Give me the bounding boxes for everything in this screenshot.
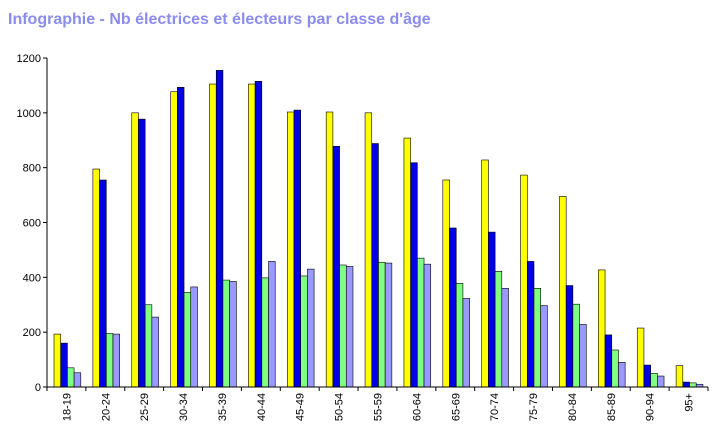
bar-25-29-series-2: [138, 118, 146, 388]
bar-60-64-series-3: [417, 257, 425, 388]
bar-75-79-series-2: [526, 261, 535, 388]
x-tick-label: 40-44: [256, 393, 268, 421]
y-tick-label: 800: [23, 163, 41, 175]
bar-95+-series-3: [689, 382, 697, 388]
bar-35-39-series-3: [222, 279, 230, 388]
bar-18-19-series-3: [67, 367, 75, 388]
x-tick-label: 70-74: [489, 393, 501, 421]
bar-50-54-series-2: [332, 145, 340, 388]
bar-80-84-series-1: [559, 196, 567, 388]
bar-80-84-series-4: [579, 324, 587, 388]
x-tick-label: 30-34: [178, 393, 190, 421]
x-tick-label: 50-54: [334, 393, 346, 421]
bar-70-74-series-1: [481, 159, 489, 388]
bar-40-44-series-4: [268, 261, 276, 388]
bar-35-39-series-4: [229, 281, 237, 388]
x-tick-label: 85-89: [606, 393, 618, 421]
y-tick-label: 400: [23, 272, 41, 284]
bar-55-59-series-4: [384, 262, 393, 388]
bar-30-34-series-2: [177, 87, 185, 388]
bar-85-89-series-3: [611, 349, 619, 388]
bar-70-74-series-2: [488, 231, 496, 388]
bar-50-54-series-1: [325, 111, 334, 388]
bar-25-29-series-3: [144, 304, 153, 388]
bar-55-59-series-1: [364, 112, 373, 388]
bar-75-79-series-3: [533, 287, 541, 388]
bar-65-69-series-2: [449, 227, 457, 388]
bar-30-34-series-3: [183, 292, 192, 388]
y-tick-label: 0: [35, 382, 41, 394]
bar-60-64-series-2: [410, 162, 418, 388]
bar-70-74-series-3: [494, 270, 503, 388]
bar-55-59-series-3: [378, 261, 386, 388]
x-tick-label: 95+: [684, 393, 696, 412]
bar-65-69-series-1: [442, 179, 450, 388]
bar-85-89-series-2: [604, 334, 613, 388]
bar-65-69-series-4: [462, 298, 470, 388]
bar-20-24-series-3: [105, 333, 114, 388]
bar-90-94-series-3: [650, 372, 658, 388]
bar-45-49-series-4: [307, 268, 315, 388]
x-tick-label: 25-29: [139, 393, 151, 421]
bar-30-34-series-4: [190, 286, 198, 388]
bar-85-89-series-4: [618, 362, 626, 388]
y-tick-label: 1000: [17, 108, 41, 120]
bar-18-19-series-2: [60, 342, 68, 388]
bar-75-79-series-4: [540, 305, 548, 388]
bar-45-49-series-3: [300, 275, 308, 388]
x-tick-label: 60-64: [411, 393, 423, 421]
x-tick-label: 35-39: [217, 393, 229, 421]
x-tick-label: 75-79: [528, 393, 540, 421]
bar-95+-series-1: [675, 365, 684, 388]
bar-35-39-series-2: [215, 70, 224, 388]
bar-18-19-series-1: [53, 333, 61, 388]
bar-40-44-series-2: [254, 81, 263, 388]
x-tick-label: 20-24: [100, 393, 112, 421]
x-tick-label: 18-19: [61, 393, 73, 421]
bar-50-54-series-3: [339, 264, 347, 388]
bar-25-29-series-4: [151, 316, 159, 388]
bar-70-74-series-4: [501, 287, 509, 388]
y-tick-label: 600: [23, 218, 41, 230]
x-tick-label: 55-59: [373, 393, 385, 421]
x-tick-label: 90-94: [645, 393, 657, 421]
bar-55-59-series-2: [371, 143, 379, 388]
bar-60-64-series-4: [423, 263, 432, 388]
bar-45-49-series-1: [286, 111, 295, 388]
bar-90-94-series-1: [636, 327, 645, 388]
bar-18-19-series-4: [73, 372, 82, 388]
bar-60-64-series-1: [403, 137, 411, 388]
bar-20-24-series-1: [92, 168, 100, 388]
bar-90-94-series-2: [643, 364, 651, 388]
bar-95+-series-2: [682, 381, 690, 388]
bar-40-44-series-1: [248, 83, 256, 388]
bar-80-84-series-2: [565, 285, 574, 388]
bar-40-44-series-3: [261, 277, 269, 388]
y-tick-label: 200: [23, 327, 41, 339]
bar-20-24-series-2: [99, 179, 107, 388]
bar-25-29-series-1: [131, 112, 139, 388]
x-tick-label: 65-69: [450, 393, 462, 421]
bar-90-94-series-4: [657, 375, 665, 388]
bar-75-79-series-1: [520, 174, 528, 388]
bar-80-84-series-3: [572, 303, 580, 388]
bar-20-24-series-4: [112, 333, 120, 388]
bar-35-39-series-1: [209, 83, 217, 388]
chart-title: Infographie - Nb électrices et électeurs…: [8, 11, 431, 28]
bar-85-89-series-1: [598, 269, 606, 388]
bar-65-69-series-3: [455, 283, 464, 388]
x-tick-label: 45-49: [295, 393, 307, 421]
x-tick-label: 80-84: [567, 393, 579, 421]
bar-45-49-series-2: [293, 109, 301, 388]
bar-30-34-series-1: [170, 91, 178, 388]
bar-50-54-series-4: [345, 266, 354, 388]
y-tick-label: 1200: [17, 53, 41, 65]
